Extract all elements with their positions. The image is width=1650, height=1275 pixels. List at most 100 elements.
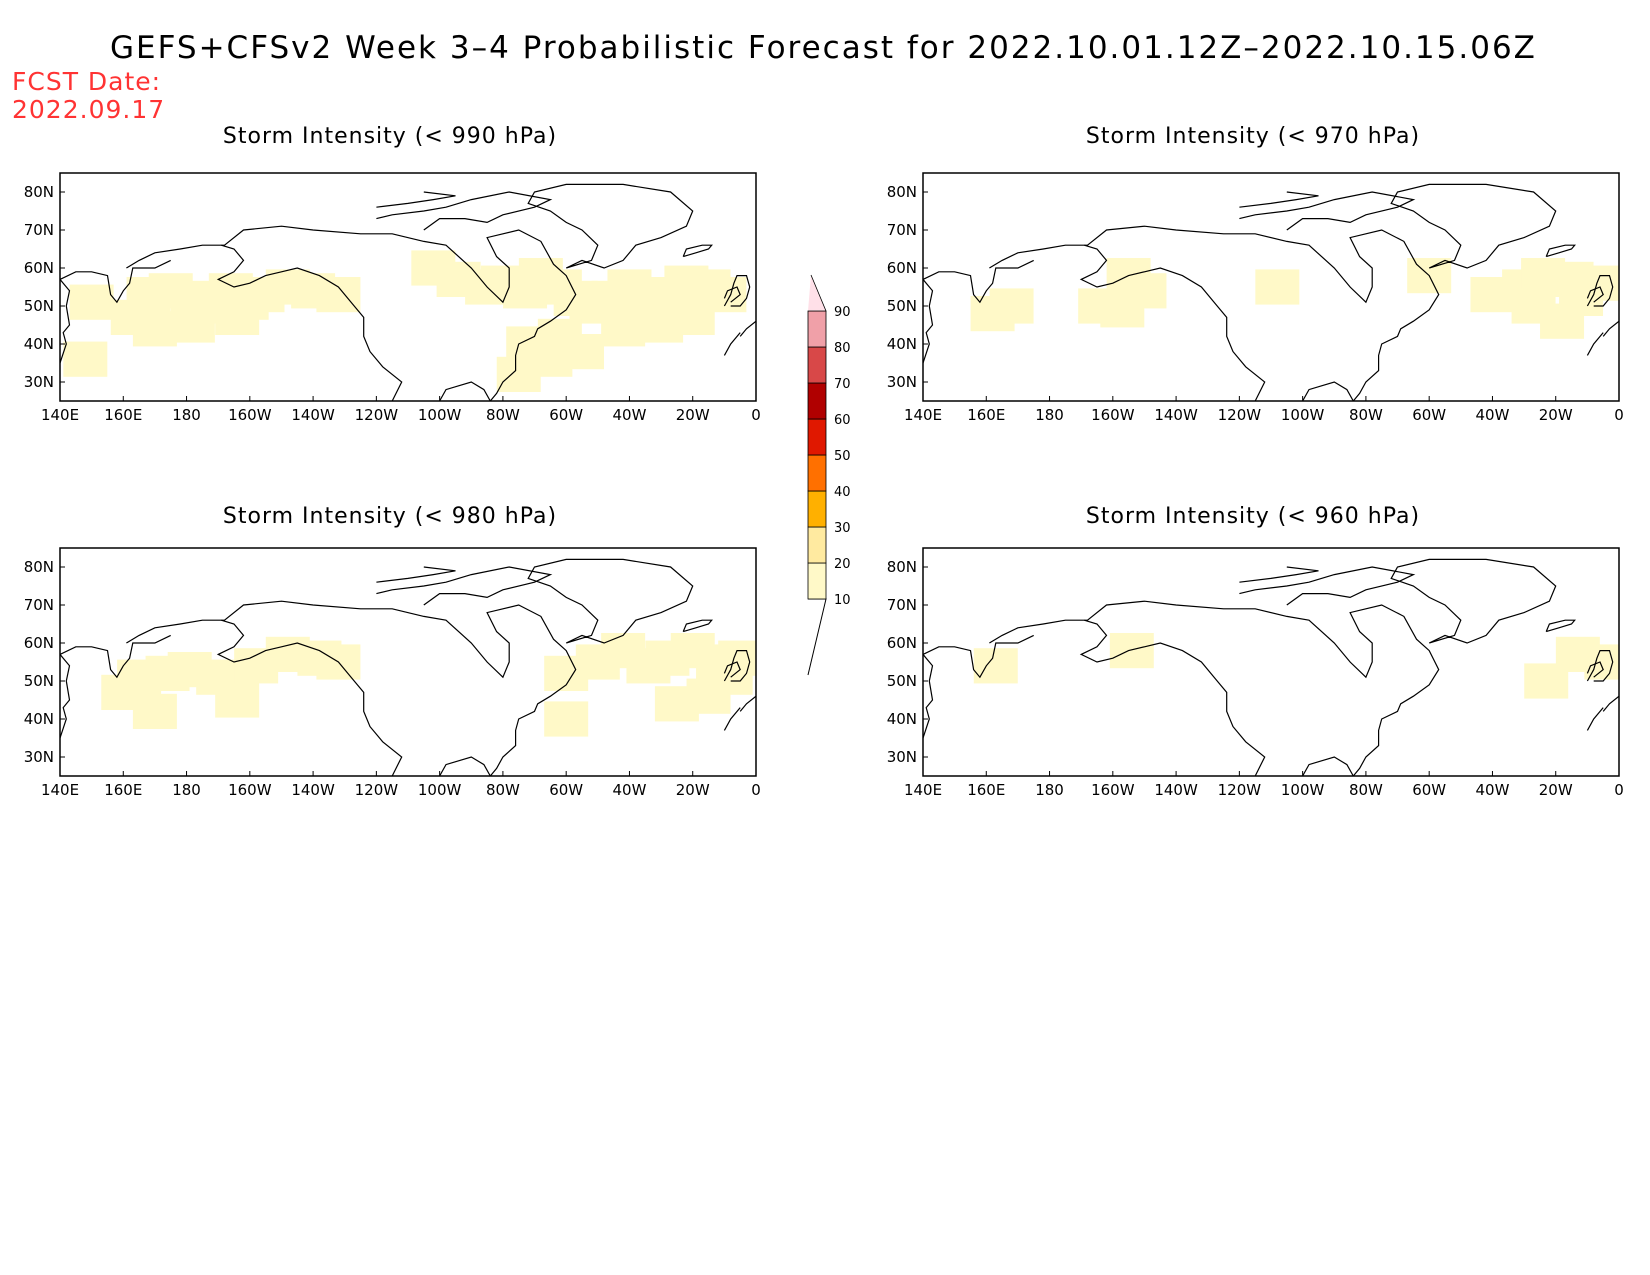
coastline	[1302, 381, 1354, 401]
prob-cell	[215, 299, 260, 335]
coastline	[739, 695, 756, 712]
coastline	[376, 566, 553, 606]
map-frame	[922, 172, 1620, 402]
coastline	[1586, 275, 1614, 307]
coastline	[723, 286, 741, 303]
lon-tick-label: 180	[172, 406, 201, 424]
colorbar-tick-label: 80	[834, 341, 851, 356]
prob-cell	[718, 640, 756, 676]
lat-tick-label: 30N	[24, 748, 54, 766]
coastline	[216, 619, 403, 776]
prob-cell	[989, 288, 1034, 324]
prob-cell	[132, 693, 177, 729]
colorbar-swatch	[807, 418, 827, 456]
lat-tick-label: 80N	[887, 558, 917, 576]
prob-cell	[496, 356, 541, 392]
colorbar-swatch	[807, 562, 827, 600]
lat-tick-label: 50N	[887, 672, 917, 690]
lon-tick-label: 140E	[904, 406, 942, 424]
lon-tick-label: 140W	[291, 406, 335, 424]
lon-tick-label: 80W	[1349, 781, 1383, 799]
coastline	[1390, 558, 1557, 644]
lon-tick-label: 140E	[41, 781, 79, 799]
coastline	[1079, 244, 1266, 401]
lon-tick-label: 20W	[1539, 406, 1573, 424]
lon-tick-label: 0	[1614, 406, 1624, 424]
colorbar-tick-label: 70	[834, 377, 851, 392]
coastline	[923, 359, 924, 360]
prob-cell	[316, 277, 361, 313]
coastline	[439, 381, 491, 401]
colorbar-tick-label: 30	[834, 521, 851, 536]
lon-tick-label: 60W	[549, 781, 583, 799]
lon-tick-label: 160E	[104, 781, 142, 799]
coastline	[1239, 566, 1416, 606]
colorbar-swatch	[807, 490, 827, 528]
coastline	[60, 359, 61, 360]
prob-cell	[686, 678, 731, 714]
lon-tick-label: 40W	[1475, 781, 1509, 799]
colorbar-tick-label: 60	[834, 413, 851, 428]
map-frame	[59, 172, 757, 402]
map-panel-970: 140E 160E 180 160W 140W 120W 100W 80W 60W 40W 20W 0…	[887, 172, 1624, 424]
map-frame	[59, 547, 757, 777]
colorbar: 10 20 30 40 50 60 70 80 90	[807, 274, 851, 676]
lat-tick-label: 70N	[887, 221, 917, 239]
coastline	[723, 661, 741, 678]
lat-tick-label: 40N	[887, 335, 917, 353]
coastline	[1302, 756, 1354, 776]
lon-tick-label: 140W	[1154, 406, 1198, 424]
coastline	[376, 566, 456, 583]
forecast-date-value: 2022.09.17	[12, 95, 166, 124]
coastline	[216, 244, 403, 401]
lon-tick-label: 120W	[1218, 406, 1262, 424]
lon-tick-label: 0	[1614, 781, 1624, 799]
lon-tick-label: 120W	[355, 781, 399, 799]
coastline	[1586, 286, 1604, 303]
coastline	[527, 183, 694, 269]
prob-cell	[132, 311, 177, 347]
coastline	[376, 191, 553, 231]
coastline	[682, 244, 713, 258]
lon-tick-label: 160W	[1091, 406, 1135, 424]
coastline	[723, 332, 741, 356]
lon-tick-label: 40W	[612, 781, 646, 799]
lon-tick-label: 180	[1035, 406, 1064, 424]
prob-cell	[544, 701, 589, 737]
coastline	[1545, 244, 1576, 258]
panel-title-970: Storm Intensity (< 970 hPa)	[1085, 124, 1421, 149]
map-panel-980: 140E 160E 180 160W 140W 120W 100W 80W 60W 40W 20W 0…	[24, 547, 761, 799]
map-panel-990: 140E 160E 180 160W 140W 120W 100W 80W 60W 40W 20W 0…	[24, 172, 761, 424]
lat-tick-label: 50N	[24, 297, 54, 315]
panel-title-980: Storm Intensity (< 980 hPa)	[222, 504, 558, 529]
colorbar-swatch	[807, 526, 827, 564]
map-panel-960: 140E 160E 180 160W 140W 120W 100W 80W 60W 40W 20W 0…	[887, 547, 1624, 799]
lon-tick-label: 0	[751, 406, 761, 424]
lat-tick-label: 40N	[24, 335, 54, 353]
lat-tick-label: 80N	[24, 183, 54, 201]
lat-tick-label: 70N	[887, 596, 917, 614]
panel-title-990: Storm Intensity (< 990 hPa)	[222, 124, 558, 149]
coastline	[126, 225, 577, 401]
lon-tick-label: 100W	[1281, 781, 1325, 799]
coastline	[60, 634, 171, 739]
coastline	[1390, 183, 1557, 269]
lon-tick-label: 80W	[486, 406, 520, 424]
prob-cell	[1109, 633, 1154, 669]
lon-tick-label: 160E	[967, 406, 1005, 424]
lon-tick-label: 80W	[486, 781, 520, 799]
lon-tick-label: 20W	[676, 781, 710, 799]
lon-tick-label: 160W	[1091, 781, 1135, 799]
lon-tick-label: 160E	[104, 406, 142, 424]
colorbar-swatch	[807, 346, 827, 384]
coastline	[989, 225, 1440, 401]
coastline	[739, 320, 756, 337]
prob-cell	[170, 307, 215, 343]
coastline	[923, 734, 924, 735]
lat-tick-label: 60N	[887, 259, 917, 277]
lon-tick-label: 100W	[1281, 406, 1325, 424]
coastline	[527, 558, 694, 644]
lon-tick-label: 40W	[1475, 406, 1509, 424]
coastline	[923, 259, 1034, 364]
prob-cell	[973, 648, 1018, 684]
